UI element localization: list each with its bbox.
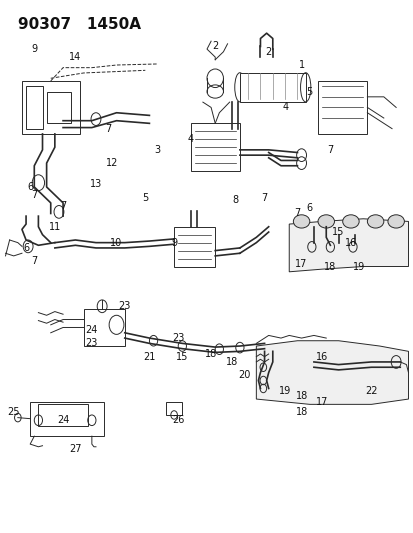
Text: 6: 6 bbox=[27, 182, 33, 192]
Text: 8: 8 bbox=[232, 195, 238, 205]
Ellipse shape bbox=[366, 215, 383, 228]
Text: 20: 20 bbox=[237, 370, 249, 380]
Polygon shape bbox=[256, 341, 408, 405]
Text: 7: 7 bbox=[105, 124, 111, 134]
Text: 16: 16 bbox=[315, 352, 328, 361]
Text: 15: 15 bbox=[332, 227, 344, 237]
Text: 10: 10 bbox=[110, 238, 122, 248]
Bar bbox=[22, 81, 79, 134]
Text: 14: 14 bbox=[69, 52, 81, 62]
Text: 3: 3 bbox=[154, 145, 160, 155]
Bar bbox=[47, 92, 71, 123]
Text: 9: 9 bbox=[31, 44, 37, 54]
Bar bbox=[26, 86, 43, 128]
Text: 90307   1450A: 90307 1450A bbox=[18, 17, 140, 33]
Text: 18: 18 bbox=[225, 357, 237, 367]
Text: 7: 7 bbox=[294, 208, 300, 219]
Text: 7: 7 bbox=[60, 200, 66, 211]
Text: 23: 23 bbox=[118, 301, 131, 311]
Text: 23: 23 bbox=[172, 333, 184, 343]
Text: 5: 5 bbox=[306, 86, 312, 96]
Text: 6: 6 bbox=[23, 243, 29, 253]
Text: 9: 9 bbox=[171, 238, 177, 248]
Text: 19: 19 bbox=[278, 386, 291, 396]
Bar bbox=[83, 309, 124, 346]
Text: 16: 16 bbox=[344, 238, 356, 248]
Text: 5: 5 bbox=[142, 192, 148, 203]
Text: 7: 7 bbox=[326, 145, 333, 155]
Text: 18: 18 bbox=[323, 262, 336, 271]
Text: 21: 21 bbox=[143, 352, 155, 361]
Text: 19: 19 bbox=[352, 262, 364, 271]
Bar bbox=[30, 402, 104, 436]
Text: 24: 24 bbox=[57, 415, 69, 425]
Text: 4: 4 bbox=[187, 134, 193, 144]
Text: 1: 1 bbox=[298, 60, 304, 70]
Text: 26: 26 bbox=[172, 415, 184, 425]
Text: 15: 15 bbox=[176, 352, 188, 361]
Text: 7: 7 bbox=[261, 192, 267, 203]
Text: 25: 25 bbox=[7, 407, 20, 417]
Text: 7: 7 bbox=[31, 256, 37, 266]
Bar bbox=[190, 123, 239, 171]
Text: 2: 2 bbox=[211, 42, 218, 52]
Text: 27: 27 bbox=[69, 445, 81, 455]
Bar bbox=[239, 73, 305, 102]
Text: 24: 24 bbox=[85, 325, 98, 335]
Text: 12: 12 bbox=[106, 158, 118, 168]
Ellipse shape bbox=[387, 215, 404, 228]
Text: 6: 6 bbox=[306, 203, 312, 213]
Bar bbox=[174, 227, 215, 266]
Ellipse shape bbox=[293, 215, 309, 228]
Bar bbox=[166, 402, 182, 415]
Text: 17: 17 bbox=[315, 397, 328, 407]
Text: 4: 4 bbox=[281, 102, 287, 112]
Ellipse shape bbox=[342, 215, 358, 228]
Text: 18: 18 bbox=[295, 407, 307, 417]
Text: 13: 13 bbox=[90, 179, 102, 189]
Text: 18: 18 bbox=[295, 391, 307, 401]
Polygon shape bbox=[289, 219, 408, 272]
Bar bbox=[38, 405, 88, 425]
Text: 17: 17 bbox=[295, 259, 307, 269]
Text: 11: 11 bbox=[49, 222, 61, 232]
Bar bbox=[317, 81, 366, 134]
Text: 18: 18 bbox=[204, 349, 217, 359]
Text: 22: 22 bbox=[364, 386, 377, 396]
Text: 2: 2 bbox=[265, 47, 271, 56]
Text: 23: 23 bbox=[85, 338, 98, 349]
Text: 7: 7 bbox=[31, 190, 37, 200]
Ellipse shape bbox=[317, 215, 334, 228]
